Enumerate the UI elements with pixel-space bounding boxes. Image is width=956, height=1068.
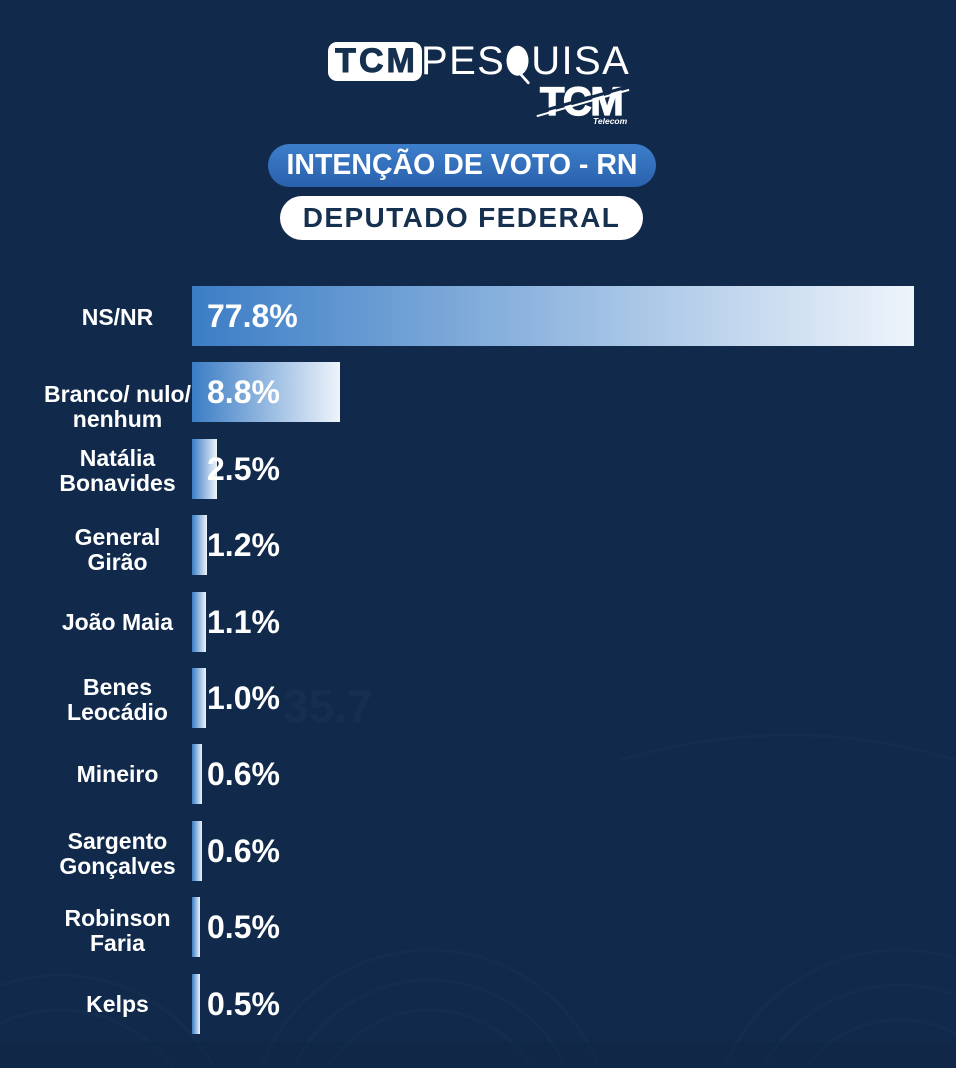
svg-text:35.7: 35.7: [283, 680, 373, 732]
